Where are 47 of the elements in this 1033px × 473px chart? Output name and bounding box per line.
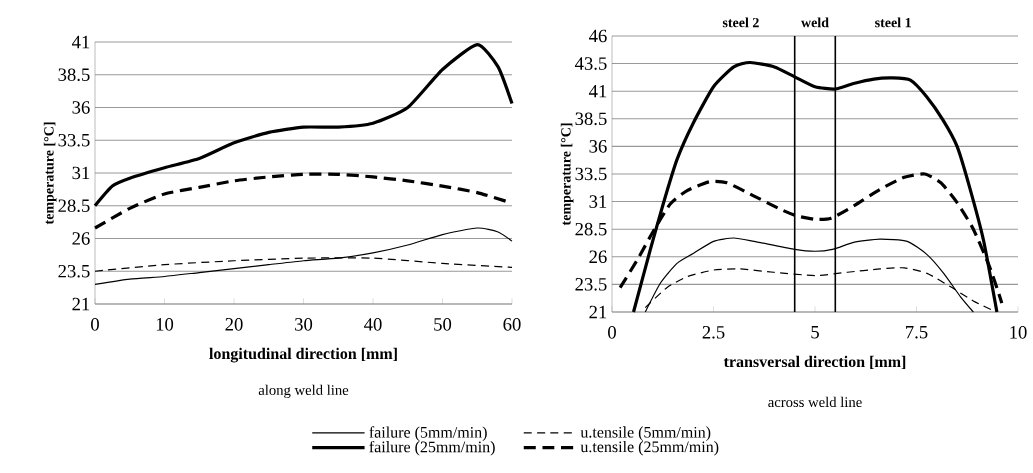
x-tick-label: 50 (434, 318, 452, 331)
y-tick-label: 41 (588, 85, 607, 98)
y-tick-label: 36 (72, 101, 90, 114)
y-tick-label: 36 (589, 140, 607, 153)
x-tick-label: 5 (811, 326, 819, 339)
x-tick-label: 0 (608, 326, 616, 339)
y-tick-label: 46 (588, 29, 607, 43)
y-tick-label: 43.5 (574, 57, 607, 70)
y-tick-label: 21 (589, 305, 607, 319)
y-tick-label: 23.5 (575, 278, 607, 291)
legend-label: failure (25mm/min) (369, 440, 495, 456)
y-tick-label: 21 (72, 297, 90, 311)
y-tick-label: 41 (71, 35, 90, 49)
legend-label: failure (5mm/min) (369, 426, 487, 441)
y-axis-title: temperature [°C] (560, 123, 574, 226)
x-tick-label: 10 (1010, 326, 1027, 339)
y-tick-label: 28.5 (58, 199, 90, 213)
text: weld (801, 17, 829, 28)
x-tick-label: 0 (91, 318, 99, 331)
y-tick-label: 38.5 (575, 112, 607, 126)
x-axis-title: transversal direction [mm] (723, 355, 906, 370)
y-tick-label: 28.5 (575, 222, 607, 236)
y-tick-label: 33.5 (58, 133, 90, 147)
text: steel 2 (722, 17, 759, 28)
x-tick-label: 10 (156, 318, 174, 331)
text: along weld line (258, 384, 349, 399)
legend-label: u.tensile (25mm/min) (580, 440, 719, 456)
line-series (93, 43, 514, 208)
x-axis-title: longitudinal direction [mm] (209, 347, 397, 363)
y-tick-label: 31 (72, 166, 90, 180)
y-tick-label: 23.5 (58, 264, 90, 278)
text: across weld line (768, 396, 862, 408)
x-tick-label: 30 (295, 318, 313, 331)
y-tick-label: 26 (72, 232, 90, 245)
y-tick-label: 31 (589, 195, 607, 208)
y-axis-title: temperature [°C] (43, 122, 57, 225)
text: steel 1 (875, 17, 911, 28)
x-tick-label: 40 (364, 318, 382, 331)
legend-label: u.tensile (5mm/min) (580, 426, 711, 441)
x-tick-label: 60 (503, 318, 521, 331)
y-tick-label: 38.5 (58, 68, 90, 82)
x-tick-label: 20 (225, 318, 243, 331)
y-tick-label: 33.5 (575, 167, 607, 181)
line-series (94, 227, 513, 285)
x-tick-label: 7.5 (906, 326, 928, 339)
y-tick-label: 26 (589, 250, 607, 264)
x-tick-label: 2.5 (702, 326, 725, 339)
